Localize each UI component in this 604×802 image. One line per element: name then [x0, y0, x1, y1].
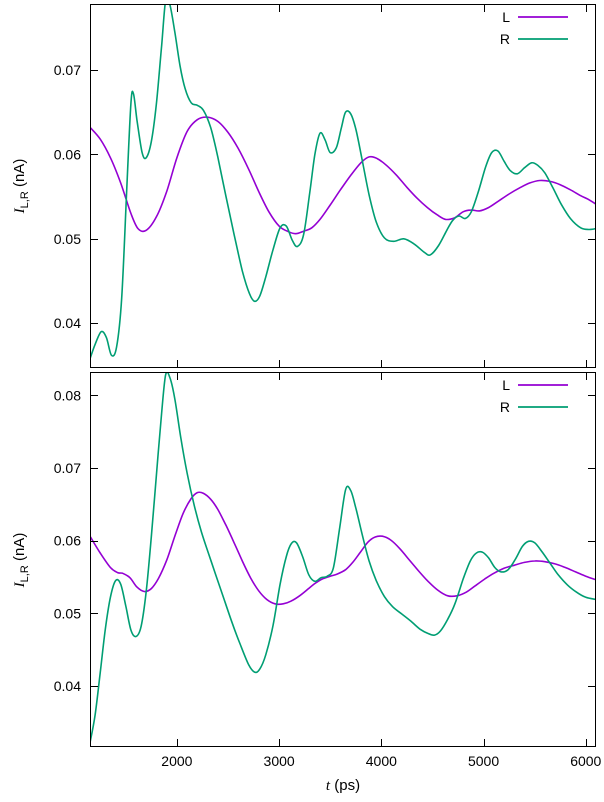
panel-bottom: 0.04 0.05 0.06 0.07 0.08 2000 3000 4000 5000 6000…	[54, 372, 602, 769]
legend-label-R: R	[500, 399, 510, 415]
y-tick-label: 0.05	[54, 231, 81, 247]
tick-marks	[91, 373, 595, 746]
x-tick-label: 4000	[366, 753, 397, 769]
x-tick-label: 3000	[264, 753, 295, 769]
y-axis-label-top: IL,R (nA)	[11, 159, 31, 214]
plot-border	[90, 372, 596, 747]
x-tick-labels: 2000 3000 4000 5000 6000	[161, 753, 601, 769]
plot-border	[90, 4, 596, 368]
y-tick-label: 0.04	[54, 315, 81, 331]
y-tick-label: 0.08	[54, 387, 81, 403]
y-tick-label: 0.07	[54, 460, 81, 476]
x-tick-label: 5000	[468, 753, 499, 769]
legend: LR	[500, 377, 568, 415]
y-tick-labels: 0.04 0.05 0.06 0.07 0.08	[54, 387, 81, 694]
series-R-line	[90, 372, 596, 744]
y-tick-label: 0.07	[54, 62, 81, 78]
ylabel-units: (nA)	[11, 158, 28, 192]
y-tick-label: 0.06	[54, 533, 81, 549]
xlabel-units: (ps)	[330, 777, 361, 794]
y-tick-label: 0.06	[54, 146, 81, 162]
ylabel-subscript: L,R	[19, 191, 31, 209]
ylabel-units: (nA)	[11, 532, 28, 566]
ylabel-variable: I	[12, 208, 28, 214]
ylabel-variable: I	[12, 582, 28, 588]
y-axis-label-bottom: IL,R (nA)	[11, 533, 31, 588]
ylabel-subscript: L,R	[19, 565, 31, 583]
panel-top: 0.04 0.05 0.06 0.07 LR	[54, 4, 596, 368]
y-tick-label: 0.04	[54, 678, 81, 694]
tick-marks	[91, 5, 595, 367]
series-R-line	[90, 4, 596, 360]
x-tick-label: 6000	[570, 753, 601, 769]
legend-label-L: L	[502, 9, 510, 25]
y-tick-labels: 0.04 0.05 0.06 0.07	[54, 62, 81, 331]
xlabel-variable: t	[325, 778, 331, 794]
y-tick-label: 0.05	[54, 605, 81, 621]
x-axis-label: t (ps)	[326, 777, 360, 795]
legend-label-L: L	[502, 377, 510, 393]
legend-label-R: R	[500, 31, 510, 47]
legend: LR	[500, 9, 568, 47]
series-L-line	[90, 116, 596, 235]
series-L-line	[90, 491, 596, 606]
x-tick-label: 2000	[161, 753, 192, 769]
